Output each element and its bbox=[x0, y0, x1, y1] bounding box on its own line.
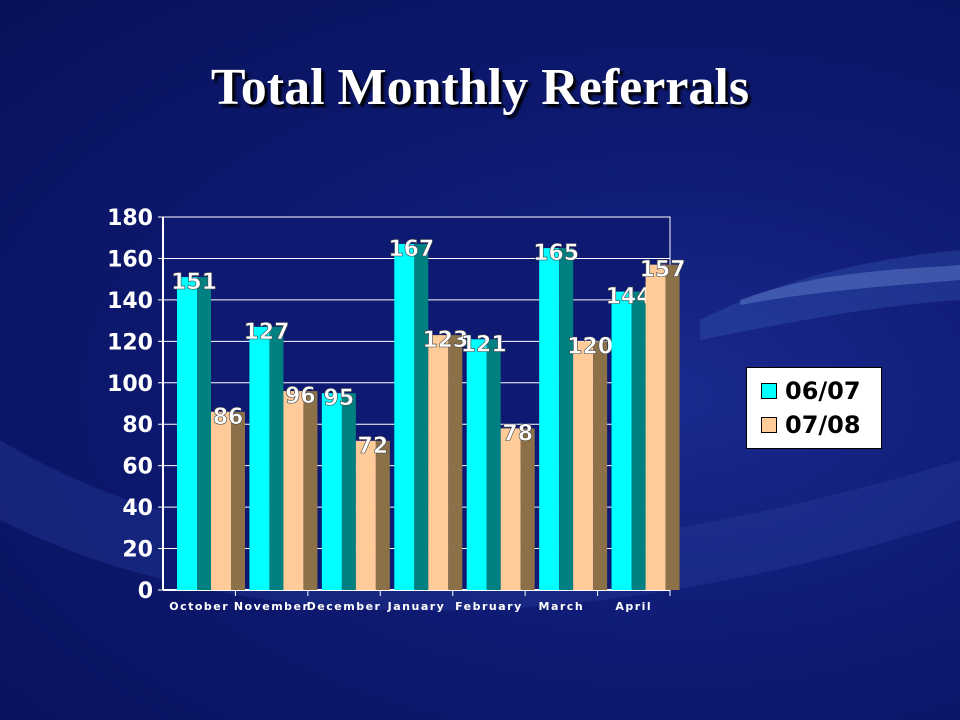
y-tick-label: 100 bbox=[107, 372, 153, 397]
x-category-label: November bbox=[234, 600, 310, 613]
bar-side-0607-january bbox=[414, 243, 429, 590]
data-label: 78 bbox=[502, 421, 533, 446]
y-tick-label: 40 bbox=[122, 496, 153, 521]
bar-0708-february bbox=[500, 428, 521, 590]
data-label: 86 bbox=[213, 405, 244, 430]
data-label: 127 bbox=[243, 320, 289, 345]
bar-0708-october bbox=[211, 411, 231, 590]
bar-0708-january bbox=[428, 335, 449, 590]
legend-label-0708: 07/08 bbox=[785, 411, 861, 439]
legend-swatch-0607 bbox=[761, 383, 777, 399]
x-category-label: January bbox=[387, 600, 446, 613]
chart-legend: 06/07 07/08 bbox=[746, 367, 882, 449]
data-label: 123 bbox=[422, 328, 468, 353]
data-label: 167 bbox=[388, 237, 434, 262]
x-category-label: March bbox=[539, 600, 585, 613]
bar-side-0607-december bbox=[341, 393, 356, 590]
data-label: 121 bbox=[461, 332, 507, 357]
legend-item-0708: 07/08 bbox=[761, 408, 881, 442]
x-category-label: October bbox=[169, 600, 229, 613]
data-label: 96 bbox=[285, 384, 316, 409]
y-tick-label: 80 bbox=[122, 413, 153, 438]
bar-side-0607-november bbox=[269, 326, 284, 590]
bar-0708-april bbox=[645, 264, 666, 590]
bar-0607-december bbox=[321, 393, 342, 590]
bar-0708-march bbox=[573, 341, 594, 590]
data-label: 95 bbox=[324, 386, 355, 411]
data-label: 120 bbox=[567, 334, 613, 359]
y-tick-label: 60 bbox=[122, 455, 153, 480]
x-category-label: April bbox=[615, 600, 652, 613]
bar-side-0607-october bbox=[197, 277, 211, 590]
bar-side-0607-march bbox=[559, 248, 574, 591]
bar-side-0708-january bbox=[448, 335, 463, 590]
legend-item-0607: 06/07 bbox=[761, 374, 881, 408]
bar-side-0607-april bbox=[631, 291, 646, 590]
bar-0607-march bbox=[539, 248, 560, 591]
bar-side-0708-march bbox=[593, 341, 608, 590]
data-label: 157 bbox=[640, 258, 686, 283]
legend-label-0607: 06/07 bbox=[785, 377, 861, 405]
x-category-label: December bbox=[307, 600, 382, 613]
data-label: 165 bbox=[533, 241, 579, 266]
bar-0607-february bbox=[466, 339, 487, 590]
y-tick-label: 160 bbox=[107, 247, 153, 272]
bar-0607-october bbox=[177, 277, 197, 590]
bar-0708-november bbox=[283, 391, 304, 590]
legend-swatch-0708 bbox=[761, 417, 777, 433]
y-tick-label: 120 bbox=[107, 330, 153, 355]
x-category-label: February bbox=[455, 600, 523, 613]
y-tick-label: 20 bbox=[122, 538, 153, 563]
y-tick-label: 180 bbox=[107, 206, 153, 231]
bar-0607-april bbox=[611, 291, 632, 590]
bar-side-0607-february bbox=[486, 339, 501, 590]
y-tick-label: 0 bbox=[138, 579, 153, 604]
bar-side-0708-april bbox=[665, 264, 680, 590]
bar-side-0708-february bbox=[520, 428, 535, 590]
bar-0607-january bbox=[394, 243, 415, 590]
bar-side-0708-november bbox=[303, 391, 318, 590]
data-label: 144 bbox=[606, 285, 652, 310]
bar-side-0708-december bbox=[375, 440, 390, 590]
chart-title: Total Monthly Referrals bbox=[210, 59, 750, 116]
bar-0607-november bbox=[249, 326, 270, 590]
bar-0708-december bbox=[355, 440, 376, 590]
bar-side-0708-october bbox=[231, 411, 245, 590]
y-tick-label: 140 bbox=[107, 289, 153, 314]
data-label: 151 bbox=[171, 270, 217, 295]
data-label: 72 bbox=[358, 434, 389, 459]
